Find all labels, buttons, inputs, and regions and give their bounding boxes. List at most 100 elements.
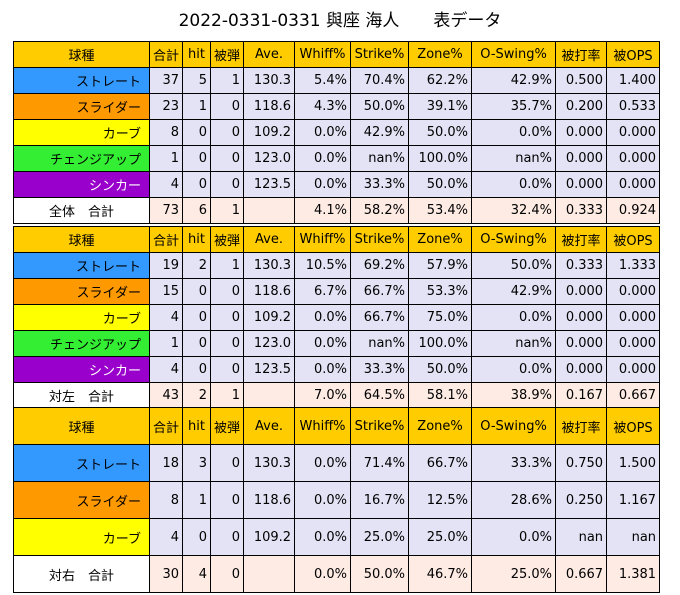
header-row: 球種 合計 hit 被弾 Ave. Whiff% Strike% Zone% O-Swing% 被… <box>13 407 661 445</box>
data-cell: 0.0% <box>294 119 352 146</box>
data-cell: 25.0% <box>408 518 473 556</box>
data-cell: 0.000 <box>555 330 608 357</box>
column-header: Whiff% <box>294 407 352 445</box>
column-header: Zone% <box>408 407 473 445</box>
column-header: 被弾 <box>210 226 245 253</box>
column-header: O-Swing% <box>471 226 557 253</box>
pitch-table-vs-left: 球種 合計 hit 被弾 Ave. Whiff% Strike% Zone% O-Swing% 被… <box>13 226 661 409</box>
data-cell: 0.0% <box>294 356 352 383</box>
pitch-type-label: スライダー <box>13 278 150 305</box>
total-cell: 50.0% <box>350 555 410 593</box>
data-cell: 50.0% <box>408 356 473 383</box>
data-cell: 123.0 <box>243 330 296 357</box>
data-cell: 66.7% <box>350 304 410 331</box>
data-cell: nan <box>555 518 608 556</box>
column-header: Ave. <box>243 41 296 68</box>
data-cell: 42.9% <box>471 67 557 94</box>
data-cell: 0.250 <box>555 481 608 519</box>
data-cell: 50.0% <box>408 171 473 198</box>
data-cell: nan% <box>350 330 410 357</box>
data-cell: 6.7% <box>294 278 352 305</box>
total-cell: 46.7% <box>408 555 473 593</box>
data-cell: 130.3 <box>243 444 296 482</box>
header-row: 球種 合計 hit 被弾 Ave. Whiff% Strike% Zone% O-Swing% 被… <box>13 226 661 253</box>
data-cell: 8 <box>148 119 184 146</box>
pitch-type-label: カーブ <box>13 518 150 556</box>
pitch-type-label: スライダー <box>13 93 150 120</box>
data-cell: 70.4% <box>350 67 410 94</box>
pitch-type-label: カーブ <box>13 119 150 146</box>
data-cell: 18 <box>148 444 184 482</box>
data-cell: 0 <box>182 171 212 198</box>
total-cell: 2 <box>182 382 212 409</box>
data-cell: 33.3% <box>350 171 410 198</box>
data-cell: 0 <box>210 356 245 383</box>
data-cell: 0.000 <box>555 119 608 146</box>
total-cell: 64.5% <box>350 382 410 409</box>
data-cell: 0.533 <box>606 93 661 120</box>
data-cell: 0 <box>182 119 212 146</box>
data-cell: 33.3% <box>350 356 410 383</box>
column-header: 被弾 <box>210 41 245 68</box>
data-cell: 0 <box>182 356 212 383</box>
data-cell: 0.000 <box>555 145 608 172</box>
data-cell: 0.0% <box>471 171 557 198</box>
data-cell: 2 <box>182 252 212 279</box>
total-cell: 0.167 <box>555 382 608 409</box>
column-header: 被打率 <box>555 226 608 253</box>
column-header: Zone% <box>408 226 473 253</box>
data-cell: 66.7% <box>408 444 473 482</box>
total-cell: 1 <box>210 197 245 224</box>
data-cell: 50.0% <box>350 93 410 120</box>
column-header: 合計 <box>148 41 184 68</box>
pitch-table-all: 球種 合計 hit 被弾 Ave. Whiff% Strike% Zone% O-Swing% 被… <box>13 41 661 224</box>
pitch-type-label: シンカー <box>13 171 150 198</box>
data-cell: 0 <box>210 145 245 172</box>
column-header: 球種 <box>13 41 150 68</box>
column-header: Whiff% <box>294 226 352 253</box>
data-cell: 123.5 <box>243 171 296 198</box>
data-cell: 66.7% <box>350 278 410 305</box>
data-cell: 1.500 <box>606 444 661 482</box>
data-cell: 1 <box>148 330 184 357</box>
pitch-type-label: チェンジアップ <box>13 145 150 172</box>
total-cell: 38.9% <box>471 382 557 409</box>
total-cell: 30 <box>148 555 184 593</box>
data-cell: 0.0% <box>294 171 352 198</box>
column-header: 被OPS <box>606 41 661 68</box>
data-cell: 12.5% <box>408 481 473 519</box>
data-cell: 53.3% <box>408 278 473 305</box>
table-row: カーブ 8 0 0 109.2 0.0% 42.9% 50.0% 0.0% 0.000 0.000 <box>13 119 661 146</box>
data-cell: 0.200 <box>555 93 608 120</box>
data-cell: 28.6% <box>471 481 557 519</box>
column-header: Strike% <box>350 41 410 68</box>
data-cell: 0.000 <box>606 171 661 198</box>
total-cell: 7.0% <box>294 382 352 409</box>
pitch-type-label: チェンジアップ <box>13 330 150 357</box>
pitch-type-label: スライダー <box>13 481 150 519</box>
total-row: 対左 合計 43 2 1 7.0% 64.5% 58.1% 38.9% 0.167 0.667 <box>13 382 661 409</box>
column-header: 被打率 <box>555 407 608 445</box>
data-cell: 19 <box>148 252 184 279</box>
data-cell: 4.3% <box>294 93 352 120</box>
total-label: 対左 合計 <box>13 382 150 409</box>
data-cell: 25.0% <box>350 518 410 556</box>
data-cell: 0 <box>210 93 245 120</box>
column-header: hit <box>182 407 212 445</box>
total-cell: 43 <box>148 382 184 409</box>
column-header: 被OPS <box>606 407 661 445</box>
column-header: 被OPS <box>606 226 661 253</box>
data-cell: 16.7% <box>350 481 410 519</box>
data-cell: 109.2 <box>243 304 296 331</box>
total-cell: 0 <box>210 555 245 593</box>
data-cell: 0 <box>210 278 245 305</box>
pitch-type-label: ストレート <box>13 67 150 94</box>
data-cell: 0 <box>182 518 212 556</box>
data-cell: 109.2 <box>243 119 296 146</box>
total-cell: 6 <box>182 197 212 224</box>
pitch-type-label: ストレート <box>13 252 150 279</box>
column-header: O-Swing% <box>471 407 557 445</box>
data-cell: 71.4% <box>350 444 410 482</box>
total-cell: 32.4% <box>471 197 557 224</box>
data-cell: 0.000 <box>606 119 661 146</box>
